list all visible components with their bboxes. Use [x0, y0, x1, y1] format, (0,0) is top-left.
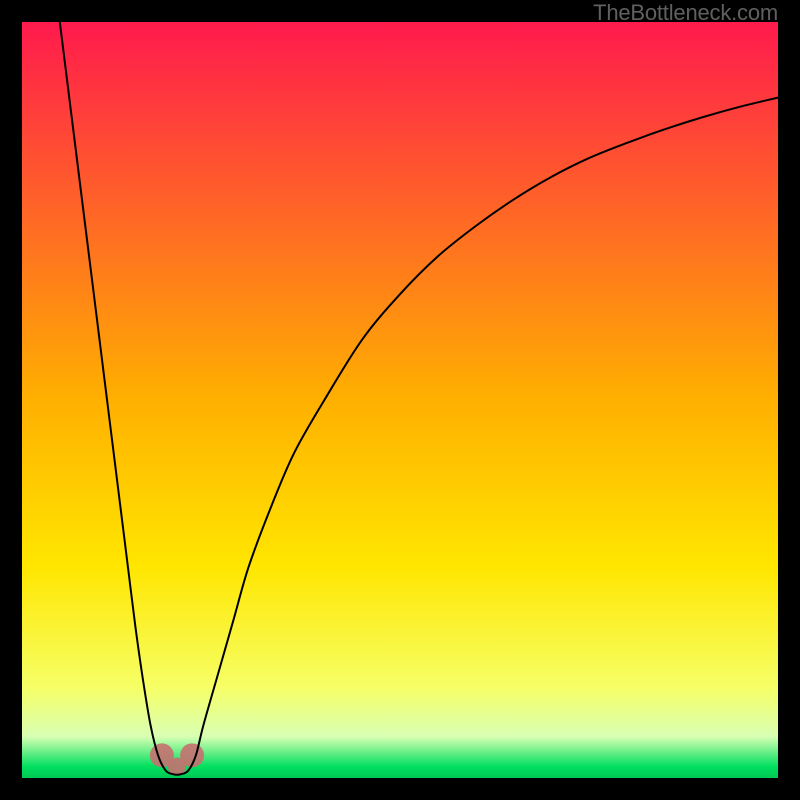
curve-layer [22, 22, 778, 778]
chart-root: TheBottleneck.com [0, 0, 800, 800]
plot-area [22, 22, 778, 778]
bottom-markers [150, 743, 204, 775]
bottleneck-curve [60, 22, 778, 775]
